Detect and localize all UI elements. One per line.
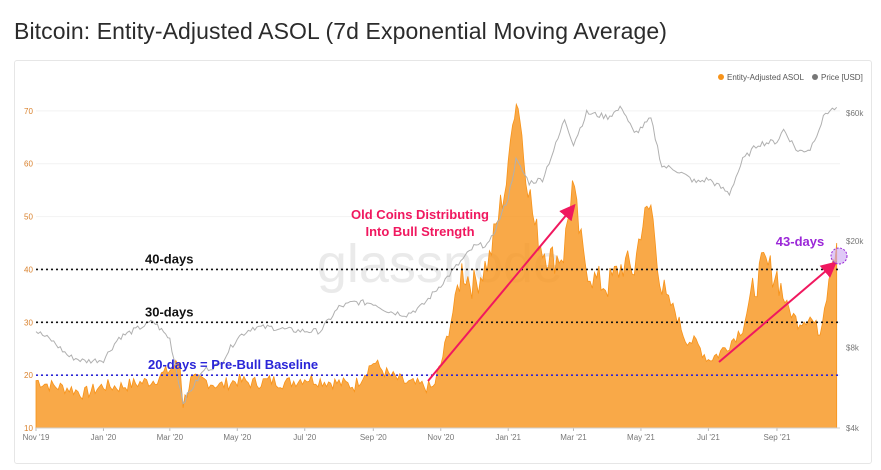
axis-layer: 10 20 30 40 50 60 70 $4k $8k $20k $60k Nov '19 Jan '… xyxy=(23,107,865,442)
x-tick-label: Sep '20 xyxy=(360,433,387,442)
right-tick-label: $20k xyxy=(846,237,864,246)
left-tick-label: 30 xyxy=(24,318,33,327)
right-tick-label: $8k xyxy=(846,343,860,352)
x-tick-label: May '20 xyxy=(223,433,251,442)
x-tick-label: Nov '20 xyxy=(427,433,454,442)
x-tick-label: Jul '20 xyxy=(293,433,316,442)
highlight-circle xyxy=(830,247,848,265)
x-tick-label: Sep '21 xyxy=(764,433,791,442)
x-tick-label: Jan '21 xyxy=(495,433,521,442)
left-tick-label: 40 xyxy=(24,265,33,274)
distribution-arrow xyxy=(427,203,576,382)
chart-title: Bitcoin: Entity-Adjusted ASOL (7d Expone… xyxy=(14,18,668,44)
days-43-label: 43-days xyxy=(776,234,824,249)
legend-asol-swatch xyxy=(718,74,724,80)
annotations-layer: Old Coins Distributing Into Bull Strength… xyxy=(351,203,848,382)
reference-line-label: 20-days = Pre-Bull Baseline xyxy=(148,357,318,372)
legend-layer: Entity-Adjusted ASOL Price [USD] xyxy=(718,73,863,82)
reference-line-label: 40-days xyxy=(145,251,193,266)
price-line xyxy=(35,105,838,405)
distribution-annotation-line: Old Coins Distributing xyxy=(351,207,489,222)
x-tick-label: Mar '20 xyxy=(157,433,184,442)
legend-asol-label: Entity-Adjusted ASOL xyxy=(727,73,804,82)
x-tick-label: Nov '19 xyxy=(23,433,50,442)
left-tick-label: 20 xyxy=(24,371,33,380)
left-tick-label: 10 xyxy=(24,424,33,433)
x-tick-label: Jul '21 xyxy=(697,433,720,442)
reference-lines-layer: 40-days 30-days 20-days = Pre-Bull Baselin… xyxy=(36,251,840,376)
x-tick-label: Mar '21 xyxy=(560,433,587,442)
legend-price-label: Price [USD] xyxy=(821,73,863,82)
x-tick-label: Jan '20 xyxy=(91,433,117,442)
x-tick-label: May '21 xyxy=(627,433,655,442)
recovery-arrow xyxy=(718,261,838,363)
right-tick-label: $60k xyxy=(846,109,864,118)
legend-price-swatch xyxy=(812,74,818,80)
price-line-layer xyxy=(35,105,838,405)
reference-line-label: 30-days xyxy=(145,304,193,319)
distribution-annotation-line: Into Bull Strength xyxy=(365,224,474,239)
left-tick-label: 60 xyxy=(24,160,33,169)
left-tick-label: 50 xyxy=(24,213,33,222)
right-tick-label: $4k xyxy=(846,424,860,433)
left-tick-label: 70 xyxy=(24,107,33,116)
